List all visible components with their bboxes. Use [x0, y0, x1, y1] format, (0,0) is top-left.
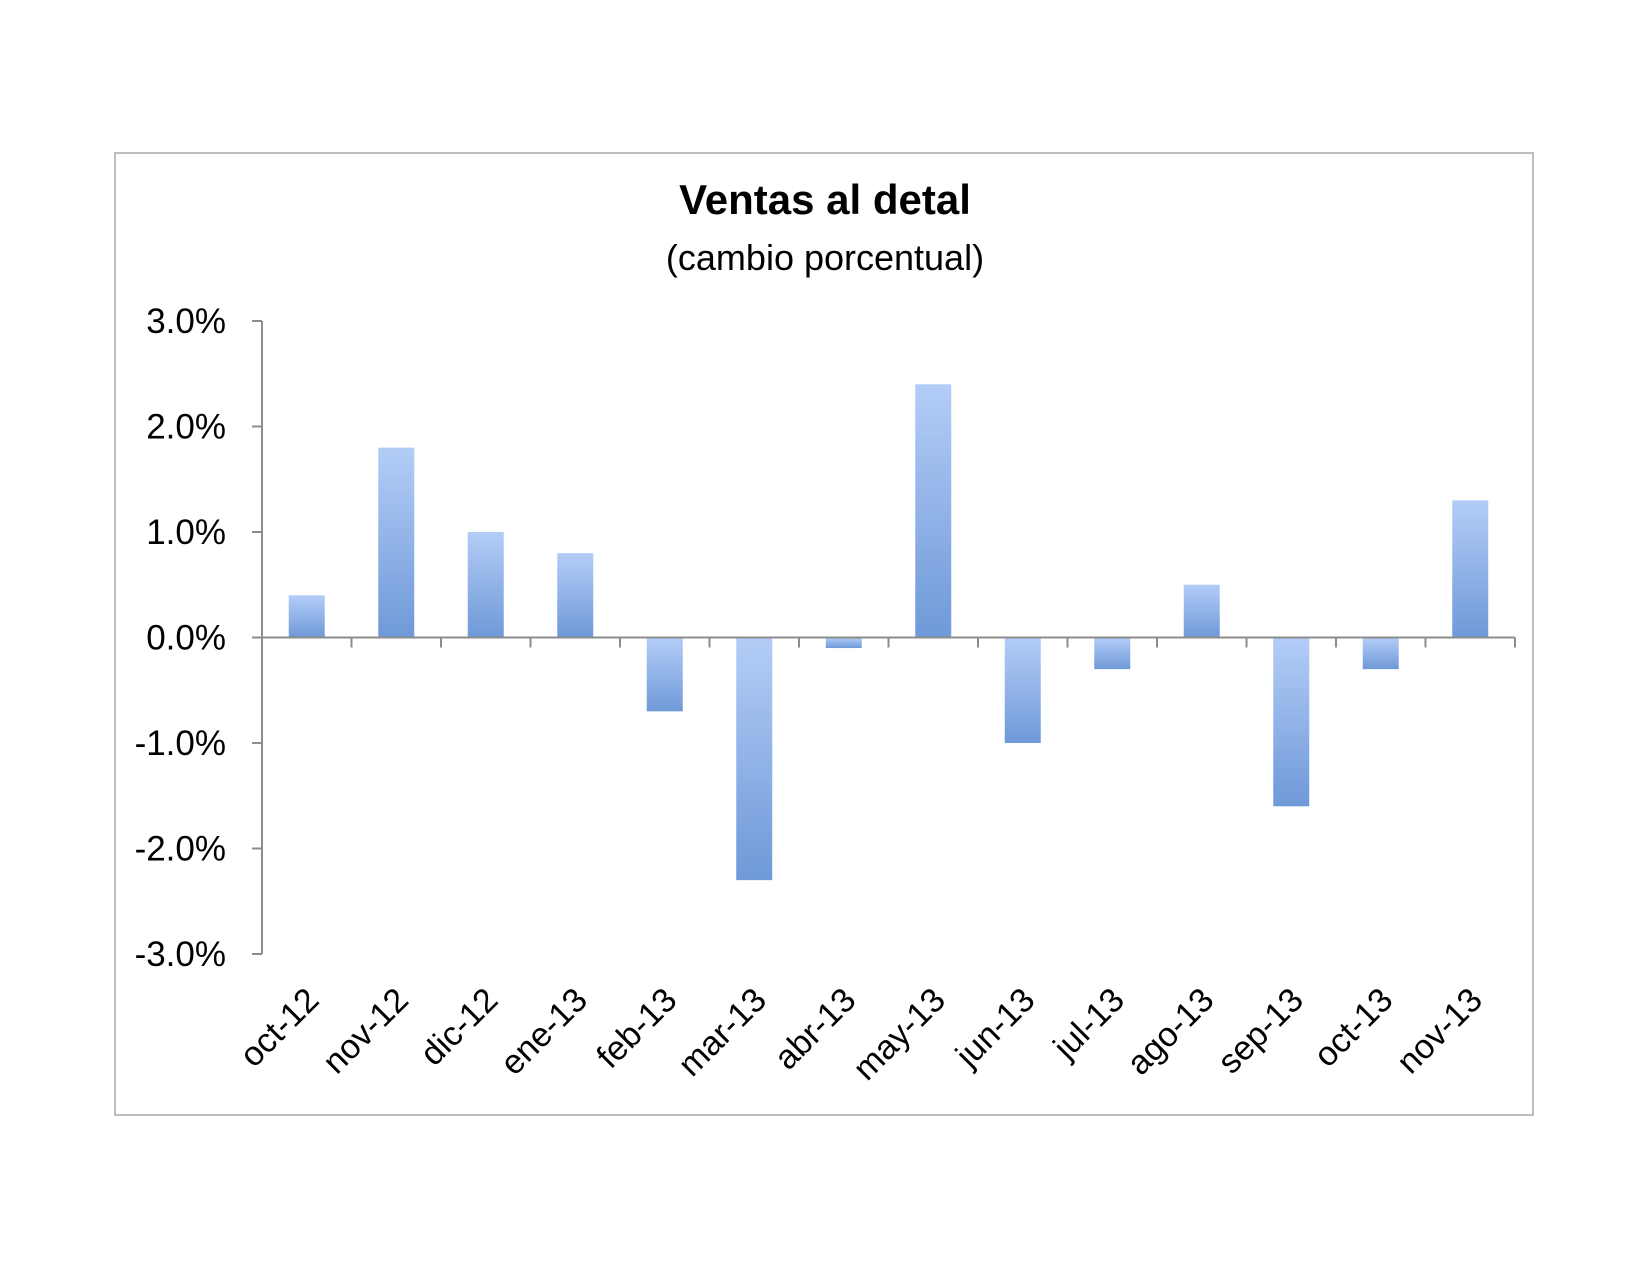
bar-oct-13: [1362, 637, 1399, 670]
bar-nov-12: [378, 447, 415, 638]
x-category-label: oct-12: [233, 981, 327, 1075]
chart-title: Ventas al detal: [679, 176, 971, 223]
bar-dic-12: [467, 532, 504, 638]
bar-may-13: [915, 384, 952, 638]
y-tick-label: 3.0%: [146, 302, 226, 341]
y-tick-label: 0.0%: [146, 619, 226, 658]
bars: [288, 384, 1489, 881]
x-category-label: oct-13: [1307, 981, 1401, 1075]
x-category-label: may-13: [846, 981, 953, 1088]
bar-feb-13: [646, 637, 683, 712]
y-tick-label: -3.0%: [135, 935, 226, 974]
bar-jun-13: [1004, 637, 1041, 743]
x-category-label: ene-13: [493, 981, 595, 1083]
x-category-label: nov-13: [1390, 981, 1490, 1081]
x-axis: oct-12nov-12dic-12ene-13feb-13mar-13abr-…: [233, 636, 1516, 1088]
x-category-label: sep-13: [1211, 981, 1311, 1081]
bar-abr-13: [825, 637, 862, 649]
x-category-label: nov-12: [316, 981, 416, 1081]
bar-oct-12: [288, 595, 325, 638]
y-tick-label: 2.0%: [146, 408, 226, 447]
bar-ene-13: [557, 553, 594, 638]
x-category-label: jun-13: [948, 981, 1042, 1075]
x-category-label: ago-13: [1120, 981, 1222, 1083]
y-tick-label: -2.0%: [135, 830, 226, 869]
bar-ago-13: [1183, 584, 1220, 638]
y-axis: 3.0% 2.0% 1.0% 0.0% -1.0% -2.0% -3.0%: [135, 302, 263, 974]
bar-nov-13: [1452, 500, 1489, 638]
bar-mar-13: [736, 637, 773, 881]
chart-frame: [114, 152, 1534, 1116]
y-tick-label: 1.0%: [146, 513, 226, 552]
x-category-label: dic-12: [413, 981, 505, 1073]
y-tick-label: -1.0%: [135, 724, 226, 763]
x-category-label: jul-13: [1046, 981, 1132, 1067]
x-category-label: feb-13: [589, 981, 684, 1076]
bar-jul-13: [1094, 637, 1131, 670]
bar-sep-13: [1273, 637, 1310, 807]
chart-subtitle: (cambio porcentual): [665, 237, 985, 278]
x-category-label: mar-13: [671, 981, 774, 1084]
